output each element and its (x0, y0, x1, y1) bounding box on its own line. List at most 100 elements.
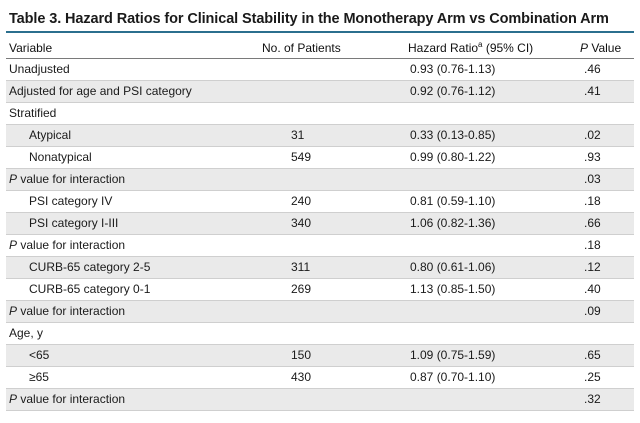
title-rule (6, 31, 634, 33)
header-hazard-ratio-main: Hazard Ratio (408, 41, 479, 55)
table-row: Stratified (6, 102, 634, 125)
row-label: CURB-65 category 2-5 (6, 256, 238, 279)
table-row: CURB-65 category 0-1 269 1.13 (0.85-1.50… (6, 278, 634, 301)
row-p-value: .65 (552, 344, 634, 367)
row-patients (238, 322, 354, 345)
row-hazard-ratio: 1.13 (0.85-1.50) (354, 278, 552, 301)
row-patients (238, 168, 354, 191)
row-p-value: .12 (552, 256, 634, 279)
row-hazard-ratio (354, 168, 552, 191)
row-patients (238, 102, 354, 125)
row-label-rest: value for interaction (17, 172, 126, 186)
table-row: P value for interaction .03 (6, 168, 634, 191)
row-patients (238, 80, 354, 103)
row-label: Nonatypical (6, 146, 238, 169)
row-patients: 549 (238, 146, 354, 169)
row-p-value: .40 (552, 278, 634, 301)
row-patients: 430 (238, 366, 354, 389)
row-label: CURB-65 category 0-1 (6, 278, 238, 301)
row-patients: 340 (238, 212, 354, 235)
table-row: PSI category I-III 340 1.06 (0.82-1.36) … (6, 212, 634, 235)
row-hazard-ratio (354, 300, 552, 323)
row-label: P value for interaction (6, 388, 238, 411)
row-label: Adjusted for age and PSI category (6, 80, 238, 103)
header-p-value: P Value (552, 39, 634, 59)
row-hazard-ratio: 0.93 (0.76-1.13) (354, 58, 552, 81)
table-row: Unadjusted 0.93 (0.76-1.13) .46 (6, 58, 634, 81)
row-patients: 269 (238, 278, 354, 301)
row-hazard-ratio: 0.80 (0.61-1.06) (354, 256, 552, 279)
header-patients: No. of Patients (238, 39, 354, 59)
row-p-value: .32 (552, 388, 634, 411)
row-label: Stratified (6, 102, 238, 125)
row-patients (238, 388, 354, 411)
row-label-italic: P (9, 304, 18, 318)
table-row: PSI category IV 240 0.81 (0.59-1.10) .18 (6, 190, 634, 213)
row-label-rest: value for interaction (17, 238, 126, 252)
table-row: P value for interaction .18 (6, 234, 634, 257)
row-hazard-ratio: 1.06 (0.82-1.36) (354, 212, 552, 235)
table-row: <65 150 1.09 (0.75-1.59) .65 (6, 344, 634, 367)
row-label: PSI category IV (6, 190, 238, 213)
row-hazard-ratio: 0.33 (0.13-0.85) (354, 124, 552, 147)
row-patients (238, 234, 354, 257)
row-patients: 240 (238, 190, 354, 213)
row-p-value: .03 (552, 168, 634, 191)
row-patients: 311 (238, 256, 354, 279)
row-label: Atypical (6, 124, 238, 147)
row-label: P value for interaction (6, 234, 238, 257)
table-row: Atypical 31 0.33 (0.13-0.85) .02 (6, 124, 634, 147)
row-hazard-ratio (354, 388, 552, 411)
row-hazard-ratio: 0.87 (0.70-1.10) (354, 366, 552, 389)
row-hazard-ratio: 0.99 (0.80-1.22) (354, 146, 552, 169)
row-p-value: .93 (552, 146, 634, 169)
table-row: P value for interaction .09 (6, 300, 634, 323)
row-p-value: .02 (552, 124, 634, 147)
row-hazard-ratio (354, 322, 552, 345)
row-p-value: .18 (552, 190, 634, 213)
table-title: Table 3. Hazard Ratios for Clinical Stab… (9, 11, 609, 27)
row-p-value: .46 (552, 58, 634, 81)
header-hazard-ratio: Hazard Ratioa (95% CI) (354, 39, 552, 59)
table-row: Age, y (6, 322, 634, 345)
row-patients (238, 300, 354, 323)
row-hazard-ratio (354, 102, 552, 125)
row-patients: 150 (238, 344, 354, 367)
row-p-value: .18 (552, 234, 634, 257)
table-row: Nonatypical 549 0.99 (0.80-1.22) .93 (6, 146, 634, 169)
hazard-ratio-table: Variable No. of Patients Hazard Ratioa (… (6, 39, 634, 411)
row-label-italic: P (9, 238, 18, 252)
header-hazard-ratio-ci: (95% CI) (482, 41, 534, 55)
table-row: P value for interaction .32 (6, 388, 634, 411)
row-p-value (552, 102, 634, 125)
row-label-rest: value for interaction (17, 304, 126, 318)
table-row: CURB-65 category 2-5 311 0.80 (0.61-1.06… (6, 256, 634, 279)
row-label: P value for interaction (6, 300, 238, 323)
header-variable: Variable (6, 39, 238, 59)
row-label: PSI category I-III (6, 212, 238, 235)
row-p-value (552, 322, 634, 345)
row-label-italic: P (9, 392, 18, 406)
header-row: Variable No. of Patients Hazard Ratioa (… (6, 39, 634, 59)
row-label-italic: P (9, 172, 18, 186)
table-row: ≥65 430 0.87 (0.70-1.10) .25 (6, 366, 634, 389)
table-container: Table 3. Hazard Ratios for Clinical Stab… (6, 7, 634, 411)
row-hazard-ratio (354, 234, 552, 257)
table-row: Adjusted for age and PSI category 0.92 (… (6, 80, 634, 103)
row-p-value: .09 (552, 300, 634, 323)
row-label: Age, y (6, 322, 238, 345)
row-patients: 31 (238, 124, 354, 147)
row-label: <65 (6, 344, 238, 367)
header-p-rest: Value (588, 41, 622, 55)
row-p-value: .25 (552, 366, 634, 389)
header-p-italic: P (580, 41, 589, 55)
row-p-value: .66 (552, 212, 634, 235)
row-label-rest: value for interaction (17, 392, 126, 406)
row-p-value: .41 (552, 80, 634, 103)
row-patients (238, 58, 354, 81)
row-hazard-ratio: 1.09 (0.75-1.59) (354, 344, 552, 367)
header-hazard-ratio-footnote: a (478, 40, 483, 49)
row-hazard-ratio: 0.81 (0.59-1.10) (354, 190, 552, 213)
row-label: ≥65 (6, 366, 238, 389)
row-hazard-ratio: 0.92 (0.76-1.12) (354, 80, 552, 103)
